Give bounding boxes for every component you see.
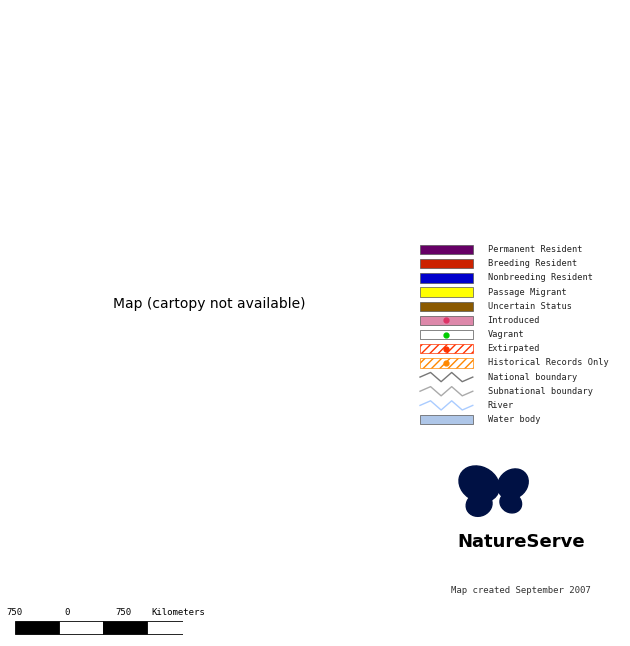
- Text: Introduced: Introduced: [488, 316, 540, 325]
- Text: Map created September 2007: Map created September 2007: [452, 586, 591, 594]
- Text: •: •: [484, 470, 508, 512]
- Bar: [420, 330, 472, 339]
- Bar: [420, 302, 472, 311]
- Text: Nonbreeding Resident: Nonbreeding Resident: [488, 273, 593, 282]
- Text: Breeding Resident: Breeding Resident: [488, 259, 577, 268]
- Bar: [420, 259, 472, 268]
- Bar: [420, 344, 472, 353]
- Bar: [147, 621, 183, 634]
- Ellipse shape: [459, 466, 499, 502]
- Bar: [420, 415, 472, 424]
- Text: Permanent Resident: Permanent Resident: [488, 245, 582, 254]
- Text: Kilometers: Kilometers: [151, 608, 205, 617]
- Bar: [420, 316, 472, 325]
- Text: River: River: [488, 401, 514, 410]
- Bar: [420, 287, 472, 297]
- Text: Vagrant: Vagrant: [488, 330, 524, 339]
- Text: Passage Migrant: Passage Migrant: [488, 287, 566, 297]
- Ellipse shape: [466, 493, 492, 516]
- Text: National boundary: National boundary: [488, 373, 577, 382]
- Bar: [420, 359, 472, 368]
- Text: Map (cartopy not available): Map (cartopy not available): [113, 297, 306, 311]
- Text: 750: 750: [6, 608, 23, 617]
- Text: NatureServe: NatureServe: [457, 533, 585, 551]
- Ellipse shape: [500, 493, 522, 513]
- Bar: [420, 245, 472, 255]
- Text: 0: 0: [64, 608, 70, 617]
- Bar: [59, 621, 103, 634]
- Ellipse shape: [498, 469, 528, 499]
- Text: Historical Records Only: Historical Records Only: [488, 359, 609, 368]
- Text: Water body: Water body: [488, 415, 540, 424]
- Bar: [420, 273, 472, 282]
- Bar: [103, 621, 147, 634]
- Text: Uncertain Status: Uncertain Status: [488, 302, 571, 311]
- Bar: [15, 621, 59, 634]
- Text: Subnational boundary: Subnational boundary: [488, 387, 593, 396]
- Text: 750: 750: [116, 608, 132, 617]
- Text: Extirpated: Extirpated: [488, 344, 540, 353]
